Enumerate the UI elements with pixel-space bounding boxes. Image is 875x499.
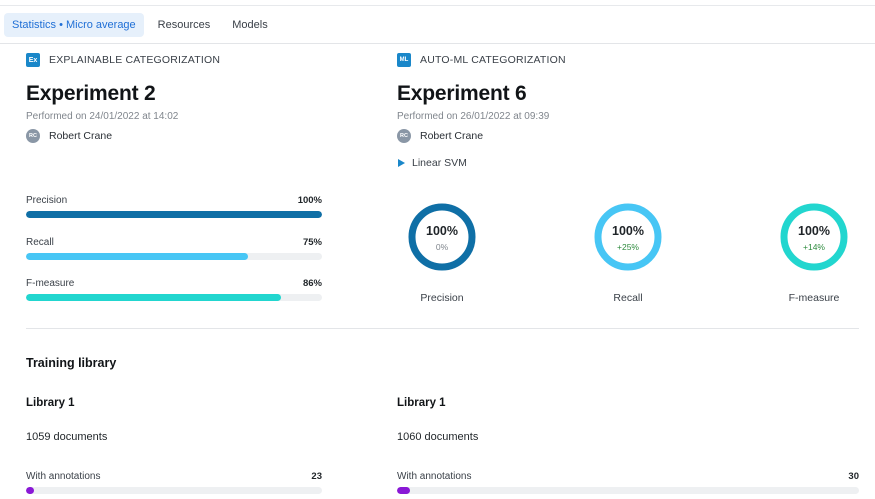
metric-value: 86% — [302, 278, 322, 289]
annotations-label: With annotations — [397, 471, 472, 482]
annotations-label: With annotations — [26, 471, 101, 482]
donut-delta: +14% — [803, 242, 825, 252]
top-border — [0, 5, 875, 6]
library-card-left: Library 1 1059 documents With annotation… — [26, 397, 322, 494]
annotations-value: 23 — [311, 471, 322, 482]
category-label: AUTO-ML CATEGORIZATION — [420, 54, 566, 66]
donut-label: Recall — [613, 292, 643, 304]
annotations-stat: With annotations 23 — [26, 471, 322, 494]
donut-precision: 100% 0% Precision — [407, 202, 477, 304]
automl-badge-icon: ML — [397, 53, 411, 67]
donut-label: F-measure — [788, 292, 840, 304]
user-row: RC Robert Crane — [26, 129, 112, 143]
metric-f-measure: F-measure 86% — [26, 278, 322, 301]
category-row: Ex EXPLAINABLE CATEGORIZATION — [26, 53, 220, 67]
donut-ring — [408, 203, 476, 271]
metric-label: F-measure — [26, 278, 75, 289]
avatar: RC — [397, 129, 411, 143]
user-name: Robert Crane — [420, 130, 484, 142]
metric-precision: Precision 100% — [26, 195, 322, 218]
performed-date: Performed on 26/01/2022 at 09:39 — [397, 111, 550, 122]
library-name[interactable]: Library 1 — [397, 397, 446, 409]
training-library-title: Training library — [26, 356, 117, 370]
category-row: ML AUTO-ML CATEGORIZATION — [397, 53, 566, 67]
donut-delta: 0% — [435, 242, 449, 252]
donut-label: Precision — [420, 292, 464, 304]
annotations-fill — [397, 487, 410, 494]
performed-date: Performed on 24/01/2022 at 14:02 — [26, 111, 179, 122]
annotations-fill — [26, 487, 34, 494]
experiment-title[interactable]: Experiment 6 — [397, 82, 527, 105]
tab-bar-divider — [0, 43, 875, 44]
donut-value: 100% — [612, 224, 644, 238]
tab-models[interactable]: Models — [232, 19, 268, 31]
section-divider — [26, 328, 859, 329]
annotations-value: 30 — [848, 471, 859, 482]
metric-value: 75% — [302, 237, 322, 248]
annotations-track — [26, 487, 322, 494]
donut-ring — [594, 203, 662, 271]
metric-label: Recall — [26, 237, 54, 248]
metric-track — [26, 211, 322, 218]
metric-track — [26, 294, 322, 301]
explainable-badge-icon: Ex — [26, 53, 40, 67]
annotations-track — [397, 487, 859, 494]
library-card-right: Library 1 1060 documents With annotation… — [397, 397, 859, 494]
user-row: RC Robert Crane — [397, 129, 483, 143]
donut-value: 100% — [798, 224, 830, 238]
algorithm-label: Linear SVM — [412, 157, 467, 169]
tab-statistics-micro-average[interactable]: Statistics • Micro average — [4, 13, 144, 37]
expand-triangle-icon — [398, 159, 405, 167]
metric-fill — [26, 253, 248, 260]
donut-value: 100% — [426, 224, 458, 238]
donut-delta: +25% — [617, 242, 639, 252]
library-documents: 1060 documents — [397, 431, 479, 443]
category-label: EXPLAINABLE CATEGORIZATION — [49, 54, 221, 66]
avatar: RC — [26, 129, 40, 143]
metric-fill — [26, 294, 281, 301]
annotations-stat: With annotations 30 — [397, 471, 859, 494]
tab-resources[interactable]: Resources — [157, 19, 211, 31]
library-documents: 1059 documents — [26, 431, 108, 443]
donut-recall: 100% +25% Recall — [593, 202, 663, 304]
metric-label: Precision — [26, 195, 68, 206]
experiment-title[interactable]: Experiment 2 — [26, 82, 156, 105]
metric-fill — [26, 211, 322, 218]
donut-ring — [780, 203, 848, 271]
metric-value: 100% — [297, 195, 322, 206]
donut-f-measure: 100% +14% F-measure — [779, 202, 849, 304]
algorithm-toggle[interactable]: Linear SVM — [398, 157, 467, 169]
metric-track — [26, 253, 322, 260]
metric-recall: Recall 75% — [26, 237, 322, 260]
tab-bar: Statistics • Micro average Resources Mod… — [0, 12, 282, 38]
library-name[interactable]: Library 1 — [26, 397, 75, 409]
user-name: Robert Crane — [49, 130, 113, 142]
